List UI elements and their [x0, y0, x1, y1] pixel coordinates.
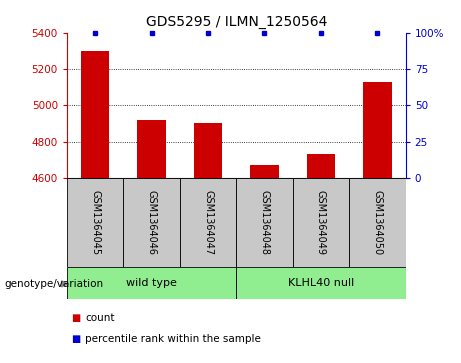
- Bar: [123, 178, 180, 267]
- Text: ■: ■: [71, 334, 81, 344]
- Bar: [180, 178, 236, 267]
- Bar: [236, 178, 293, 267]
- Text: percentile rank within the sample: percentile rank within the sample: [85, 334, 261, 344]
- Bar: [293, 178, 349, 267]
- Bar: [137, 120, 165, 178]
- Text: GSM1364049: GSM1364049: [316, 190, 326, 255]
- Text: KLHL40 null: KLHL40 null: [288, 278, 354, 288]
- Text: GSM1364050: GSM1364050: [372, 190, 383, 255]
- Bar: [81, 51, 109, 178]
- Bar: [236, 267, 406, 299]
- Bar: [349, 178, 406, 267]
- Text: ■: ■: [71, 313, 81, 323]
- Text: GSM1364048: GSM1364048: [260, 190, 270, 255]
- Text: genotype/variation: genotype/variation: [5, 279, 104, 289]
- Bar: [307, 154, 335, 178]
- Bar: [67, 267, 236, 299]
- Text: wild type: wild type: [126, 278, 177, 288]
- Text: GSM1364046: GSM1364046: [147, 190, 157, 255]
- Bar: [194, 123, 222, 178]
- Bar: [67, 178, 123, 267]
- Text: GSM1364047: GSM1364047: [203, 190, 213, 255]
- Bar: [250, 165, 278, 178]
- Title: GDS5295 / ILMN_1250564: GDS5295 / ILMN_1250564: [146, 15, 327, 29]
- Bar: [363, 82, 391, 178]
- Text: count: count: [85, 313, 115, 323]
- Text: GSM1364045: GSM1364045: [90, 190, 100, 255]
